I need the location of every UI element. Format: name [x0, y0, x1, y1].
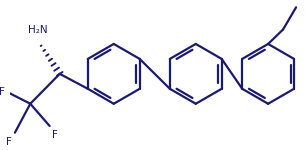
- Text: F: F: [0, 87, 5, 97]
- Text: H₂N: H₂N: [28, 25, 48, 35]
- Text: F: F: [52, 130, 58, 140]
- Text: F: F: [6, 136, 12, 147]
